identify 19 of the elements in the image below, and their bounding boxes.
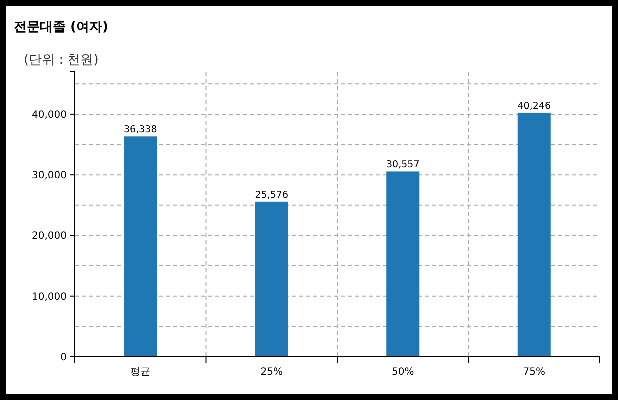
data-label: 25,576 — [255, 190, 288, 201]
chart-title: 전문대졸 (여자) — [14, 20, 108, 35]
y-tick-label: 40,000 — [32, 110, 67, 121]
x-tick-label: 75% — [523, 367, 546, 378]
x-tick-label: 25% — [260, 367, 283, 378]
y-tick-label: 20,000 — [32, 231, 67, 242]
y-tick-label: 30,000 — [32, 170, 67, 182]
y-axis-title: (단위 : 천원) — [24, 53, 99, 68]
bar — [255, 202, 288, 357]
x-tick-label: 평균 — [130, 367, 151, 378]
y-tick-label: 10,000 — [32, 292, 67, 303]
data-label: 36,338 — [124, 124, 158, 136]
bar — [386, 172, 420, 357]
data-label: 30,557 — [386, 160, 420, 171]
bar — [518, 112, 551, 357]
x-tick-label: 50% — [392, 367, 414, 378]
y-tick-label: 0 — [60, 352, 67, 364]
bar — [124, 136, 158, 357]
data-label: 40,246 — [518, 100, 551, 112]
